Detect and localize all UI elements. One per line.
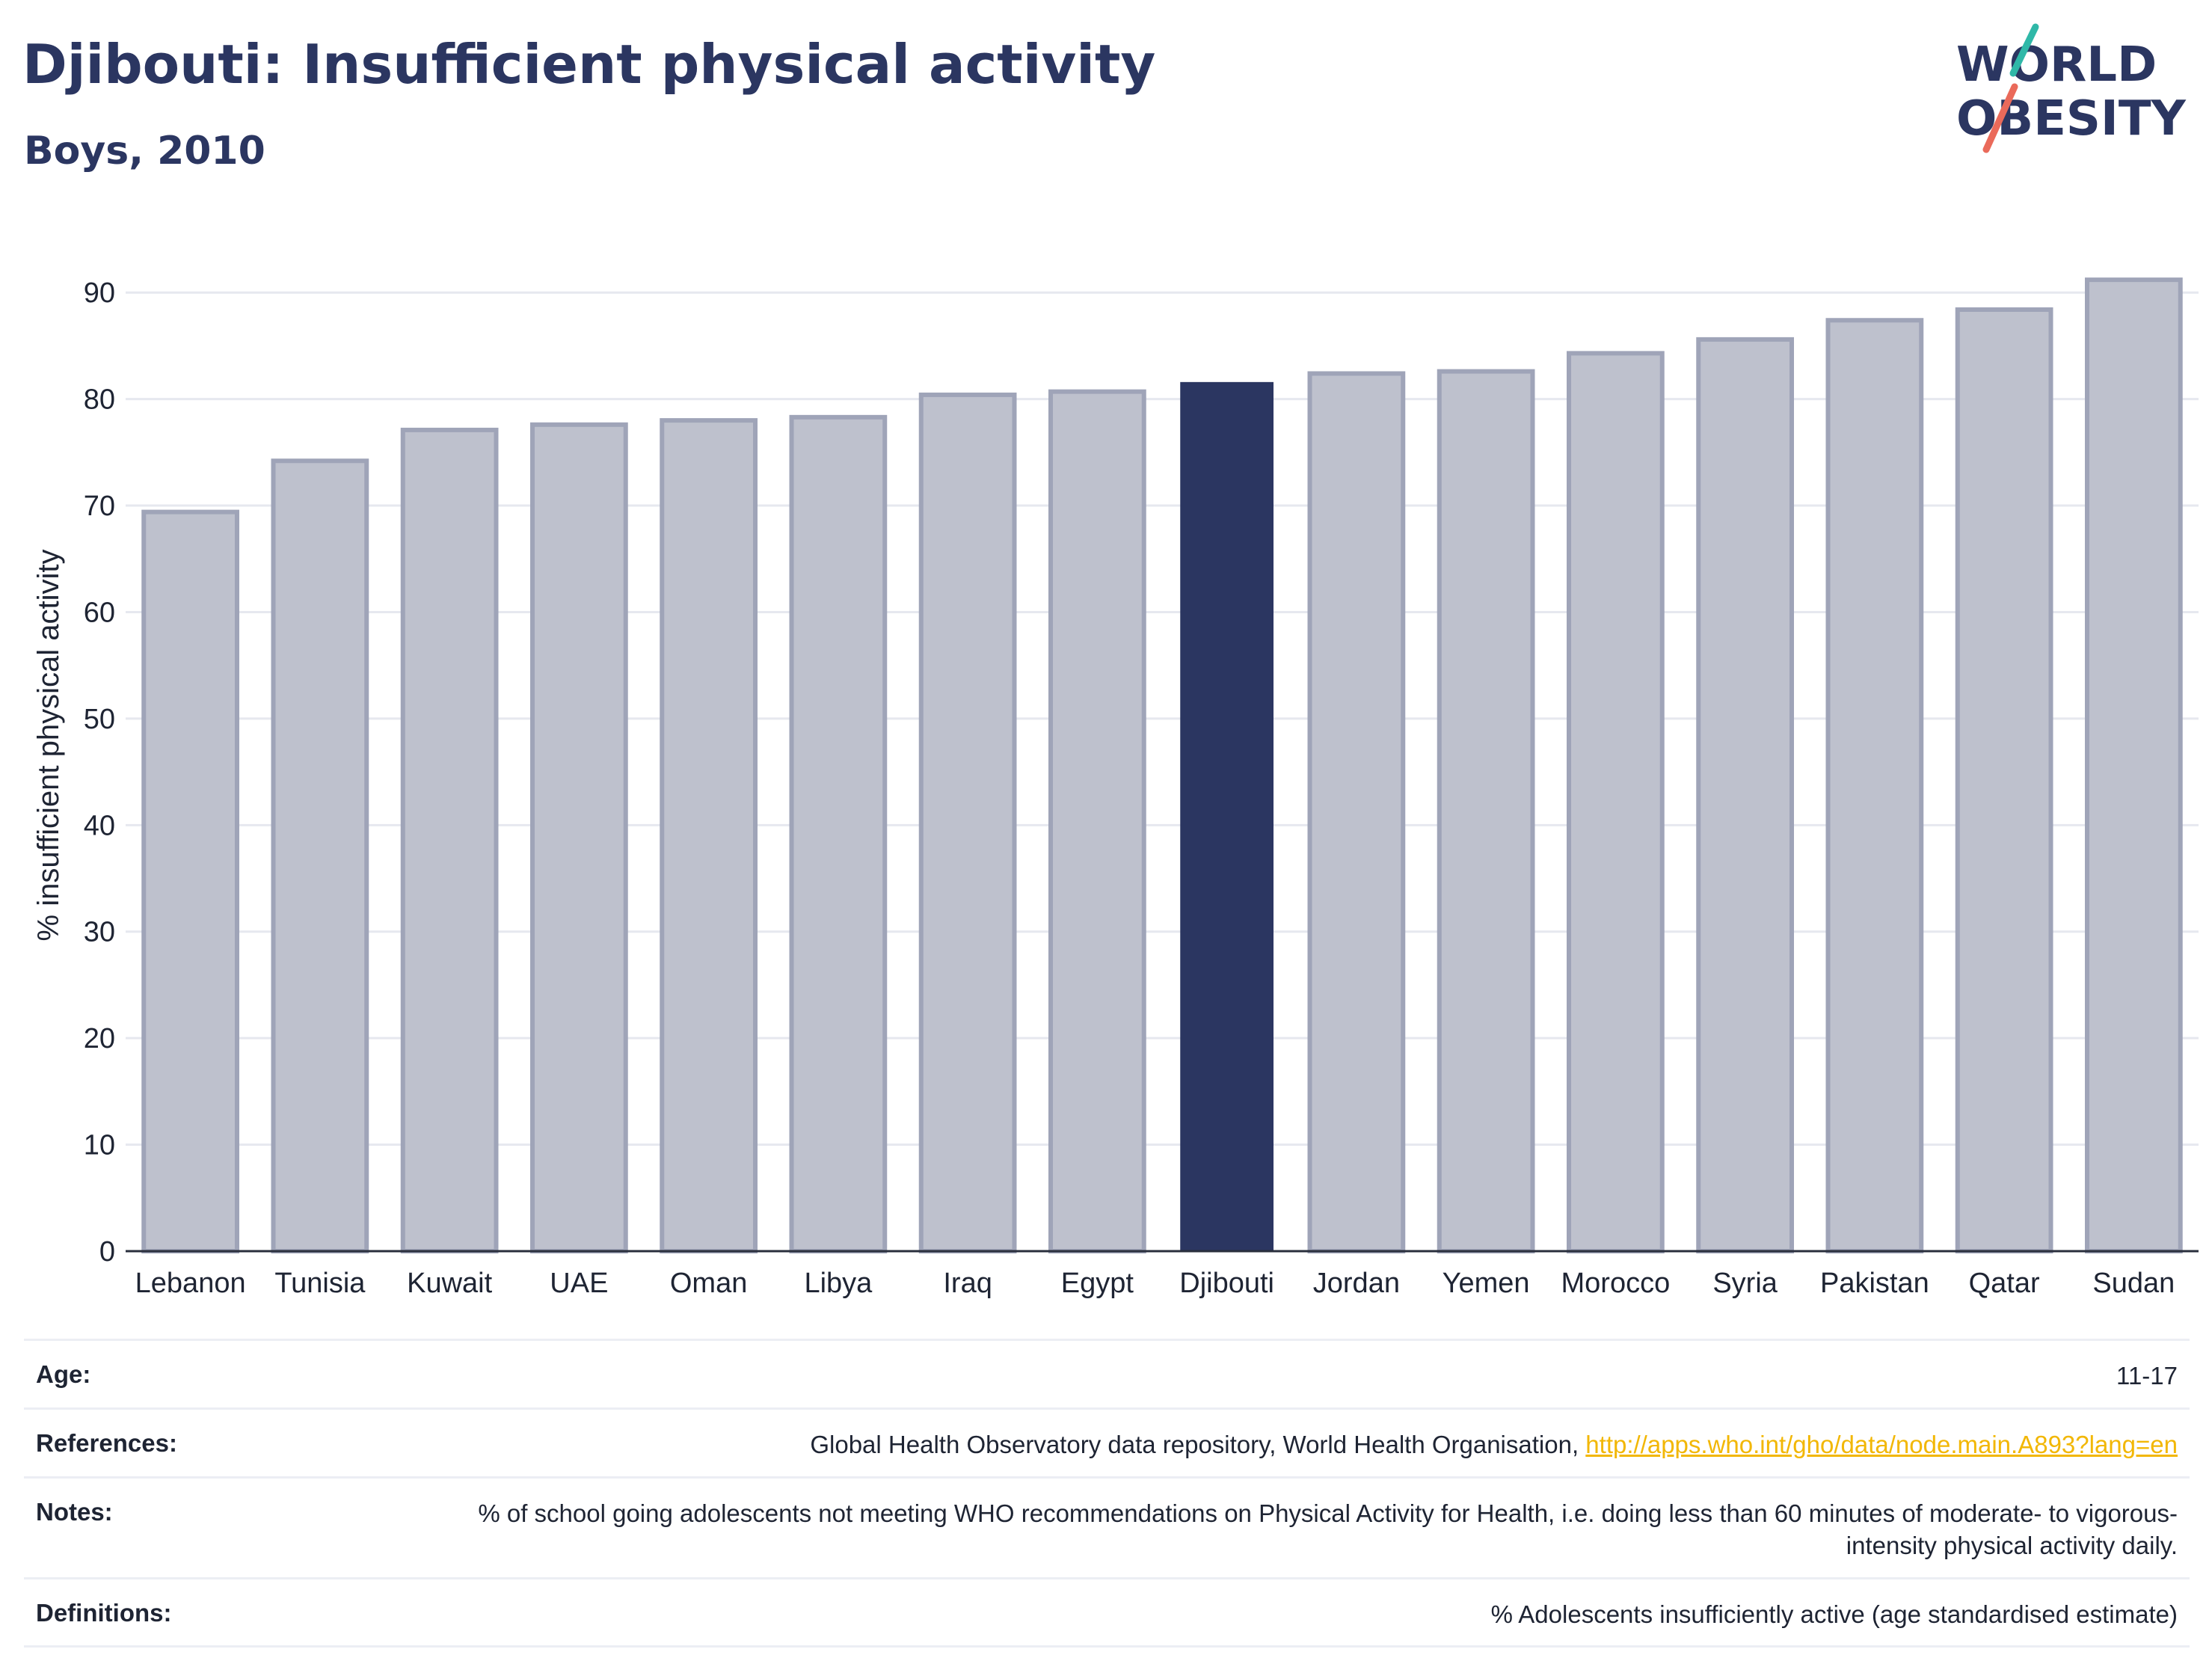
x-tick-label: Qatar bbox=[1969, 1268, 2040, 1299]
logo-line-world: WORLD bbox=[1956, 37, 2157, 93]
y-tick-label: 20 bbox=[84, 1023, 115, 1054]
y-tick-label: 80 bbox=[84, 384, 115, 416]
x-tick-label: Jordan bbox=[1313, 1268, 1400, 1299]
x-tick-label: Djibouti bbox=[1179, 1268, 1274, 1299]
bar-yemen[interactable] bbox=[1437, 369, 1535, 1254]
bar-qatar[interactable] bbox=[1955, 307, 2053, 1253]
y-tick-label: 40 bbox=[84, 810, 115, 841]
reference-text: Global Health Observatory data repositor… bbox=[810, 1430, 1586, 1458]
bar-tunisia[interactable] bbox=[271, 458, 369, 1253]
bar-oman[interactable] bbox=[660, 418, 758, 1253]
bar-kuwait[interactable] bbox=[400, 427, 499, 1253]
chart-title: Djibouti: Insufficient physical activity bbox=[22, 33, 1156, 96]
x-tick-label: Pakistan bbox=[1820, 1268, 1929, 1299]
x-tick-label: Oman bbox=[670, 1268, 747, 1299]
y-tick-label: 30 bbox=[84, 917, 115, 948]
x-tick-label: Egypt bbox=[1061, 1268, 1134, 1299]
bar-djibouti[interactable] bbox=[1180, 381, 1274, 1251]
meta-label: Definitions: bbox=[36, 1598, 172, 1627]
world-obesity-logo: WORLD OBESITY bbox=[1956, 23, 2186, 153]
y-tick-label: 90 bbox=[84, 277, 115, 309]
x-tick-label: Lebanon bbox=[135, 1268, 246, 1299]
meta-label: References: bbox=[36, 1428, 177, 1457]
meta-value: 11-17 bbox=[2116, 1362, 2178, 1390]
meta-value: % Adolescents insufficiently active (age… bbox=[1490, 1600, 2178, 1628]
bar-pakistan[interactable] bbox=[1825, 318, 1924, 1254]
y-axis-label: % insufficient physical activity bbox=[32, 550, 65, 942]
bar-jordan[interactable] bbox=[1307, 371, 1406, 1253]
x-tick-label: Syria bbox=[1712, 1268, 1778, 1299]
x-tick-label: Sudan bbox=[2092, 1268, 2175, 1299]
x-tick-label: UAE bbox=[550, 1268, 608, 1299]
meta-label: Age: bbox=[36, 1360, 91, 1388]
bar-sudan[interactable] bbox=[2085, 277, 2183, 1254]
meta-label: Notes: bbox=[36, 1497, 113, 1526]
x-tick-label: Libya bbox=[804, 1268, 873, 1299]
meta-value: Global Health Observatory data repositor… bbox=[810, 1429, 2178, 1461]
y-tick-label: 50 bbox=[84, 704, 115, 735]
bar-egypt[interactable] bbox=[1048, 389, 1146, 1253]
bar-lebanon[interactable] bbox=[141, 509, 239, 1253]
y-tick-label: 60 bbox=[84, 597, 115, 628]
bar-iraq[interactable] bbox=[918, 392, 1017, 1254]
bar-morocco[interactable] bbox=[1567, 351, 1665, 1254]
bar-uae[interactable] bbox=[530, 422, 628, 1253]
meta-row-definitions: Definitions: % Adolescents insufficientl… bbox=[24, 1576, 2190, 1648]
bar-chart: 0 10 20 30 40 50 60 70 80 90 % insufficient physic… bbox=[32, 277, 2199, 1299]
x-tick-label: Iraq bbox=[943, 1268, 992, 1299]
chart-subtitle: Boys, 2010 bbox=[24, 129, 265, 174]
y-tick-label: 10 bbox=[84, 1130, 115, 1161]
meta-value: % of school going adolescents not meetin… bbox=[478, 1499, 2178, 1559]
meta-row-references: References: Global Health Observatory da… bbox=[24, 1407, 2190, 1476]
meta-row-age: Age: 11-17 bbox=[24, 1339, 2190, 1407]
y-tick-label: 0 bbox=[99, 1236, 115, 1268]
x-tick-label: Yemen bbox=[1443, 1268, 1530, 1299]
reference-link[interactable]: http://apps.who.int/gho/data/node.main.A… bbox=[1585, 1430, 2178, 1458]
meta-row-notes: Notes: % of school going adolescents not… bbox=[24, 1476, 2190, 1577]
bar-libya[interactable] bbox=[789, 414, 888, 1254]
x-tick-label: Tunisia bbox=[274, 1268, 366, 1299]
y-tick-label: 70 bbox=[84, 491, 115, 522]
x-tick-label: Kuwait bbox=[407, 1268, 492, 1299]
bar-syria[interactable] bbox=[1696, 337, 1794, 1254]
x-tick-label: Morocco bbox=[1561, 1268, 1671, 1299]
metadata-table: Age: 11-17 References: Global Health Obs… bbox=[24, 1339, 2190, 1648]
